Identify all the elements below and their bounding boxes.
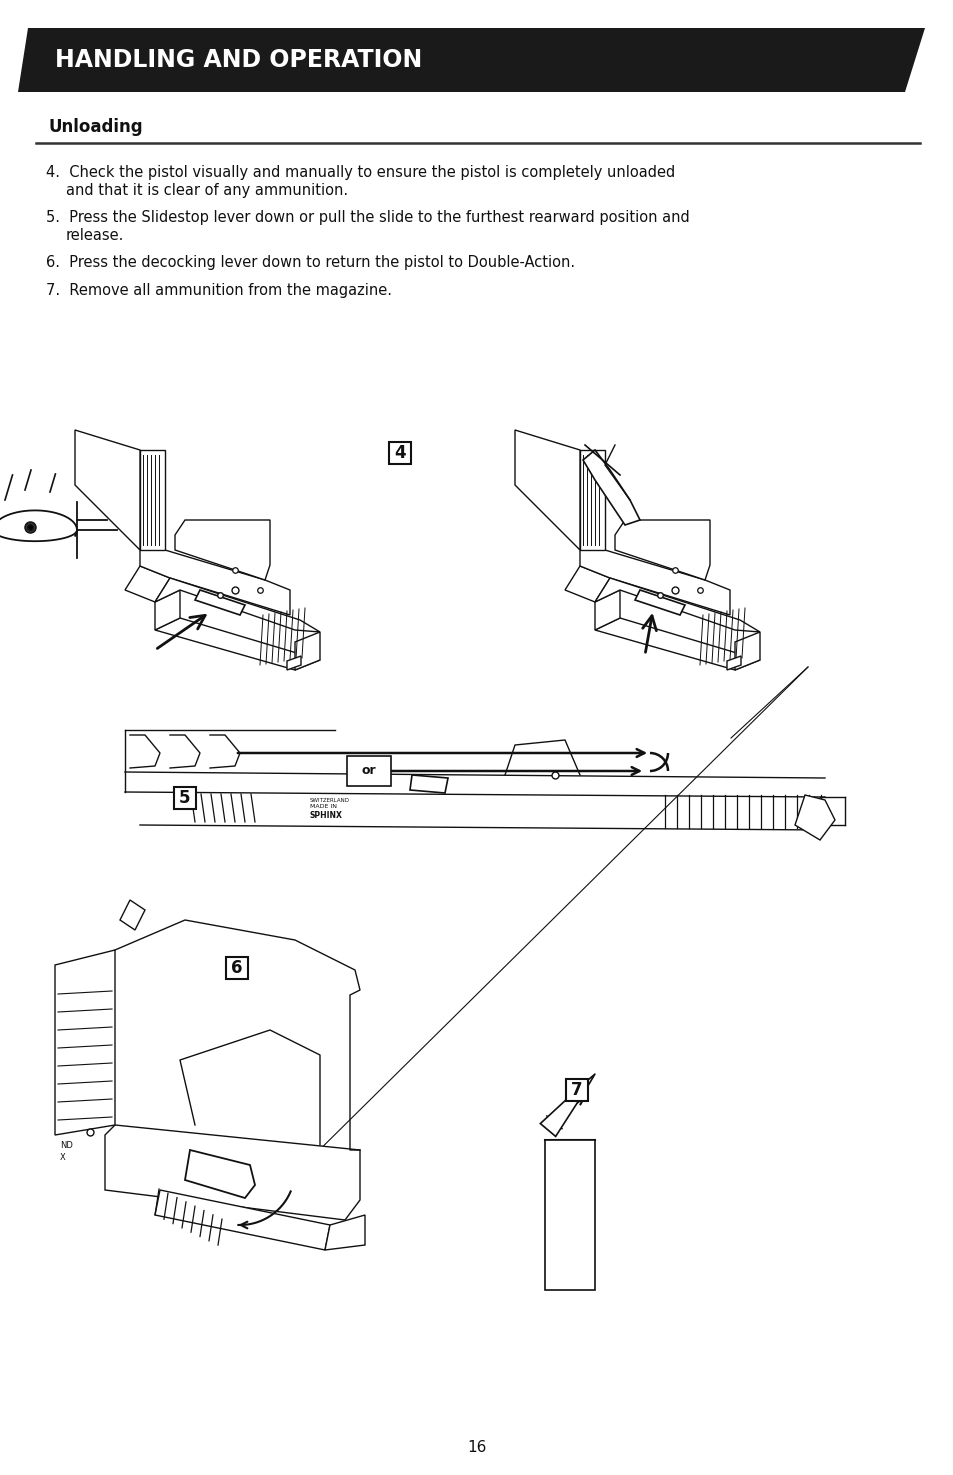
Text: 4: 4 <box>394 444 405 462</box>
Text: SWITZERLAND: SWITZERLAND <box>310 798 350 802</box>
Text: release.: release. <box>66 229 124 243</box>
Polygon shape <box>125 566 170 602</box>
Polygon shape <box>75 431 140 550</box>
Polygon shape <box>18 28 924 91</box>
Text: 7: 7 <box>571 1081 582 1099</box>
Text: X: X <box>60 1153 66 1162</box>
Text: 6: 6 <box>231 959 242 976</box>
Polygon shape <box>140 550 290 615</box>
Polygon shape <box>539 1086 585 1136</box>
Polygon shape <box>294 631 319 670</box>
Polygon shape <box>515 431 579 550</box>
Polygon shape <box>734 631 760 670</box>
Polygon shape <box>105 1125 359 1220</box>
Polygon shape <box>582 450 639 525</box>
Polygon shape <box>194 590 245 615</box>
Polygon shape <box>615 521 709 580</box>
Text: Unloading: Unloading <box>48 118 143 136</box>
Polygon shape <box>120 900 145 931</box>
Text: and that it is clear of any ammunition.: and that it is clear of any ammunition. <box>66 183 348 198</box>
Text: 7.  Remove all ammunition from the magazine.: 7. Remove all ammunition from the magazi… <box>46 283 392 298</box>
Text: 6.  Press the decocking lever down to return the pistol to Double-Action.: 6. Press the decocking lever down to ret… <box>46 255 575 270</box>
FancyBboxPatch shape <box>389 442 411 465</box>
Polygon shape <box>544 1140 595 1291</box>
Text: 5.  Press the Slidestop lever down or pull the slide to the furthest rearward po: 5. Press the Slidestop lever down or pul… <box>46 209 689 226</box>
Polygon shape <box>564 566 609 602</box>
Polygon shape <box>140 450 165 550</box>
Text: ND: ND <box>60 1142 72 1150</box>
Polygon shape <box>635 590 684 615</box>
Polygon shape <box>726 656 740 670</box>
Polygon shape <box>154 578 319 631</box>
Polygon shape <box>154 1190 330 1249</box>
FancyBboxPatch shape <box>226 957 248 979</box>
FancyBboxPatch shape <box>565 1080 587 1100</box>
Polygon shape <box>55 950 115 1134</box>
Polygon shape <box>174 521 270 580</box>
Polygon shape <box>794 795 834 839</box>
Text: or: or <box>361 764 375 777</box>
Polygon shape <box>154 590 180 630</box>
Polygon shape <box>595 618 760 670</box>
Text: 4.  Check the pistol visually and manually to ensure the pistol is completely un: 4. Check the pistol visually and manuall… <box>46 165 675 180</box>
Text: SPHINX: SPHINX <box>310 811 342 820</box>
Polygon shape <box>595 590 619 630</box>
Polygon shape <box>595 578 760 631</box>
Text: HANDLING AND OPERATION: HANDLING AND OPERATION <box>55 49 422 72</box>
Text: 5: 5 <box>179 789 191 807</box>
Polygon shape <box>410 774 448 794</box>
Polygon shape <box>154 618 319 670</box>
Polygon shape <box>579 550 729 615</box>
Polygon shape <box>287 656 301 670</box>
Text: MADE IN: MADE IN <box>310 804 336 810</box>
Polygon shape <box>579 450 604 550</box>
Polygon shape <box>185 1150 254 1198</box>
Text: 16: 16 <box>467 1441 486 1456</box>
FancyBboxPatch shape <box>347 757 391 786</box>
FancyBboxPatch shape <box>173 788 195 808</box>
Polygon shape <box>325 1215 365 1249</box>
